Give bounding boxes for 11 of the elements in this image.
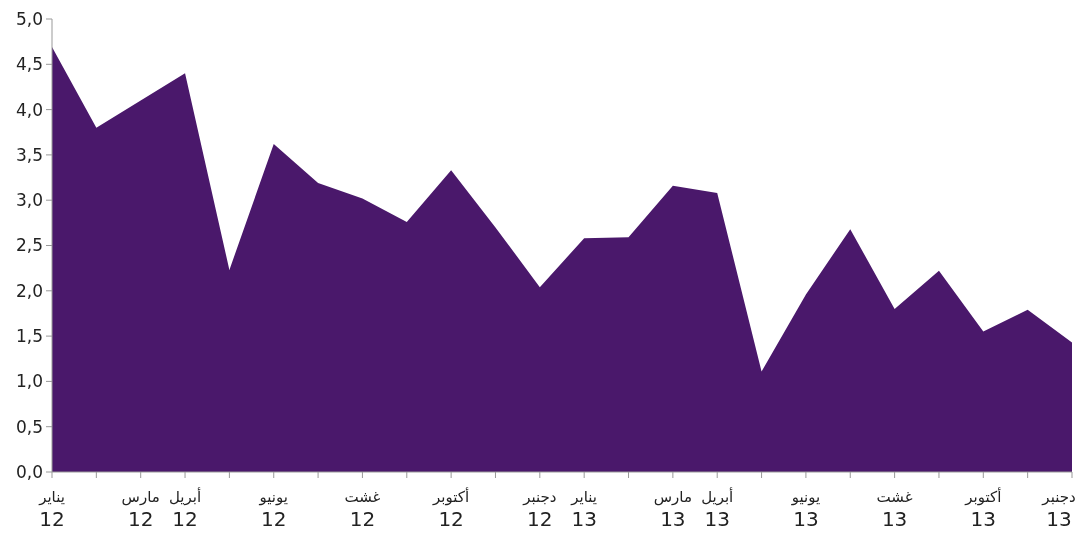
y-tick-label: 2,0 [15, 280, 43, 301]
y-tick-label: 4,5 [15, 54, 43, 75]
y-tick-label: 0,0 [15, 461, 43, 482]
y-tick-label: 3,5 [15, 144, 43, 165]
y-tick-label: 4,0 [15, 99, 43, 120]
y-tick-label: 3,0 [15, 190, 43, 211]
y-tick-label: 2,5 [15, 235, 43, 256]
y-tick-label: 5,0 [15, 8, 43, 29]
y-tick-label: 1,0 [15, 371, 43, 392]
y-tick-label: 1,5 [15, 326, 43, 347]
y-tick-label: 0,5 [15, 416, 43, 437]
